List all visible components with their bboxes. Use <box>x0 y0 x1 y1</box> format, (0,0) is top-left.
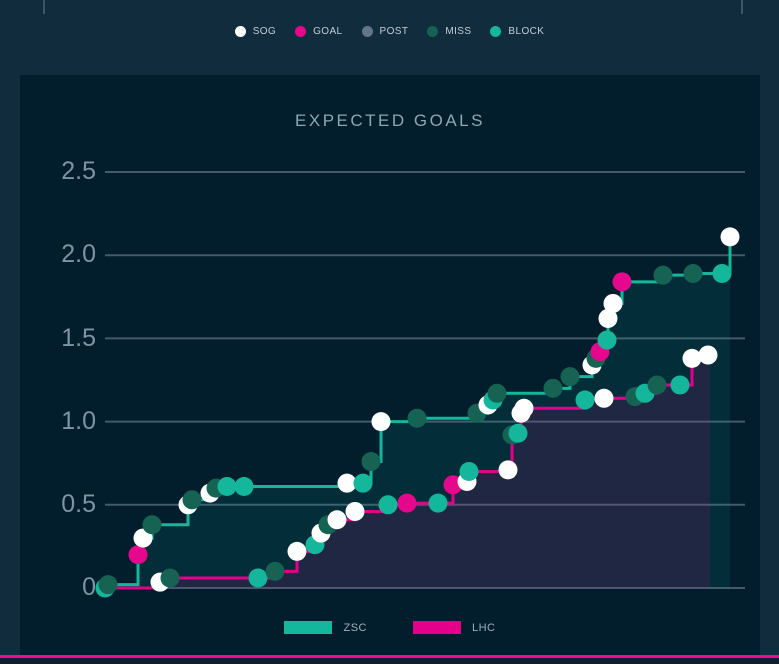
y-axis-label-2-5: 2.5 <box>61 157 96 185</box>
y-axis-label-1-0: 1.0 <box>61 407 96 435</box>
legend-item-lhc[interactable]: LHC <box>412 621 496 634</box>
team-legend: ZSC LHC <box>20 621 760 634</box>
bottom-strip <box>0 658 779 664</box>
team-label-zsc: ZSC <box>343 621 367 634</box>
legend-label-miss: MISS <box>445 26 472 37</box>
lhc-swatch <box>412 621 461 634</box>
accent-bar <box>0 655 779 658</box>
block-dot-icon <box>490 26 502 37</box>
legend-label-sog: SOG <box>252 26 277 37</box>
goal-dot-icon <box>295 26 307 37</box>
legend-label-goal: GOAL <box>313 26 343 37</box>
legend-item-goal[interactable]: GOAL <box>295 26 342 37</box>
legend-item-zsc[interactable]: ZSC <box>284 621 367 634</box>
xg-step-chart <box>95 171 745 598</box>
legend-label-post: POST <box>379 26 409 37</box>
legend-item-post[interactable]: POST <box>361 26 409 37</box>
legend-item-sog[interactable]: SOG <box>234 26 277 37</box>
expected-goals-card: EXPECTED GOALS 2.5 2.0 1.5 1.0 0.5 0 ZSC… <box>20 75 760 655</box>
y-axis-label-0: 0 <box>82 573 96 601</box>
y-axis-label-2-0: 2.0 <box>61 240 96 268</box>
legend-item-block[interactable]: BLOCK <box>490 26 544 37</box>
sog-dot-icon <box>234 26 246 37</box>
chart-title: EXPECTED GOALS <box>295 111 485 130</box>
miss-dot-icon <box>427 26 439 37</box>
zsc-swatch <box>284 621 333 634</box>
legend-item-miss[interactable]: MISS <box>427 26 471 37</box>
shot-type-legend: SOG GOAL POST MISS BLOCK <box>0 26 779 37</box>
team-label-lhc: LHC <box>471 621 496 634</box>
legend-label-block: BLOCK <box>508 26 545 37</box>
y-axis-label-0-5: 0.5 <box>61 490 96 518</box>
post-dot-icon <box>361 26 373 37</box>
top-left-tick <box>43 0 45 14</box>
y-axis-label-1-5: 1.5 <box>61 324 96 352</box>
top-right-tick <box>741 0 743 14</box>
